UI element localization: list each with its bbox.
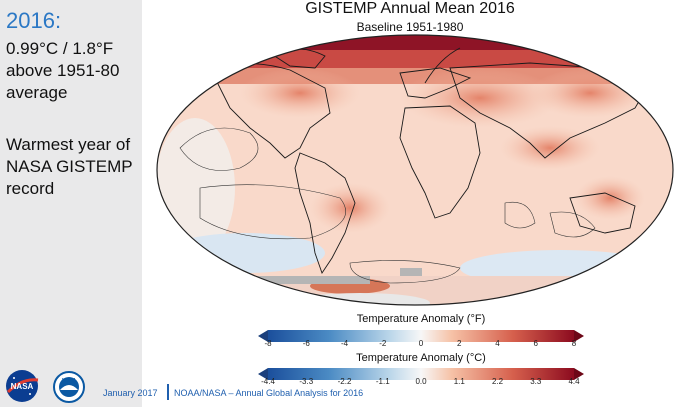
colorbar-f (258, 330, 584, 342)
year-heading: 2016: (6, 8, 62, 33)
colorbar-c-tick: -3.3 (299, 377, 314, 386)
colorbar-f-tick: -6 (302, 339, 310, 348)
colorbar-c-tick: -4.4 (261, 377, 275, 386)
footer-separator (167, 384, 169, 400)
colorbar-f-tick: -4 (340, 339, 349, 348)
colorbar-c-tick: 2.2 (491, 377, 504, 386)
colorbar-c-title: Temperature Anomaly (°C) (356, 352, 486, 364)
footer-source: NOAA/NASA – Annual Global Analysis for 2… (174, 388, 364, 398)
globe (157, 35, 673, 305)
colorbar-c (258, 368, 584, 380)
sidebar: 2016: 0.99°C / 1.8°F above 1951-80 avera… (0, 0, 142, 407)
colorbar-f-tick: 6 (533, 339, 538, 348)
colorbar-c-tick: 3.3 (530, 377, 542, 386)
colorbar-f-tick: 2 (457, 339, 462, 348)
colorbar-c-tick: 4.4 (568, 377, 580, 386)
colorbar-c-tick: -1.1 (375, 377, 390, 386)
nasa-logo: NASA (6, 370, 39, 402)
svg-text:NASA: NASA (11, 382, 34, 391)
record-summary: Warmest year of NASA GISTEMP record (6, 135, 133, 198)
anomaly-summary: 0.99°C / 1.8°F above 1951-80 average (6, 39, 120, 102)
svg-text:NOAA: NOAA (62, 378, 77, 384)
colorbar-f-tick: -2 (379, 339, 387, 348)
noaa-logo: NOAA (53, 371, 85, 403)
map-title: GISTEMP Annual Mean 2016 (305, 0, 515, 17)
colorbar-c-tick: 1.1 (453, 377, 465, 386)
colorbar-f-title: Temperature Anomaly (°F) (356, 313, 486, 325)
colorbar-f-tick: -8 (264, 339, 272, 348)
colorbar-c-tick: 0.0 (415, 377, 427, 386)
colorbar-c-tick: -2.2 (337, 377, 352, 386)
colorbar-f-tick: 0 (418, 339, 424, 348)
map-subtitle: Baseline 1951-1980 (356, 20, 464, 34)
temperature-anomaly-map (156, 34, 674, 306)
footer-date: January 2017 (103, 388, 158, 398)
colorbar-f-tick: 4 (495, 339, 500, 348)
colorbar-f-tick: 8 (571, 339, 577, 348)
